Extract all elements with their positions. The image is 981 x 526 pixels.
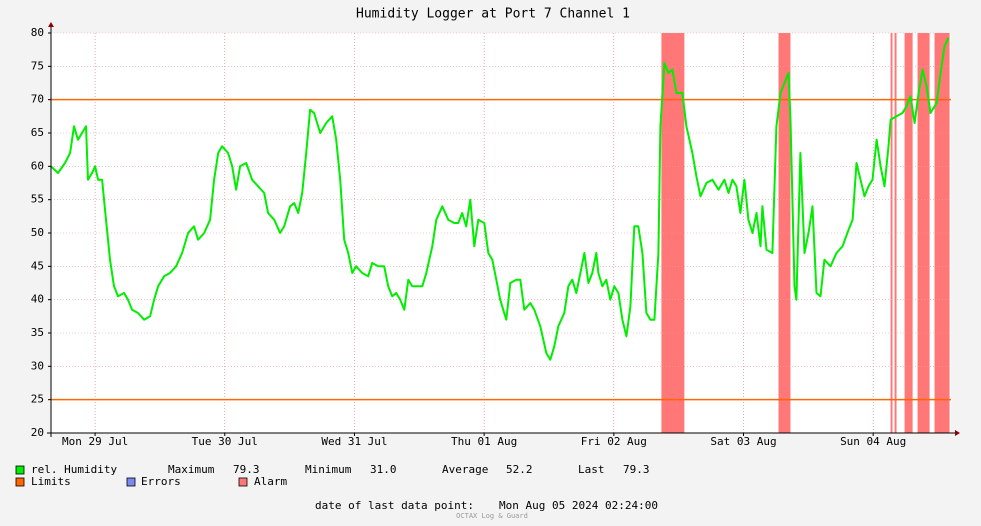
- y-tick-label: 70: [31, 93, 44, 106]
- humidity-line: [50, 37, 950, 361]
- y-arrow: [48, 22, 54, 27]
- y-tick-label: 45: [31, 259, 44, 272]
- legend-swatch: [238, 477, 248, 487]
- stat-value: 79.3: [233, 463, 260, 476]
- stat-label: Last: [578, 463, 605, 476]
- y-tick-label: 30: [31, 359, 44, 372]
- y-tick-label: 60: [31, 159, 44, 172]
- y-tick-label: 25: [31, 393, 44, 406]
- x-tick-label: Sat 03 Aug: [710, 435, 776, 448]
- x-tick-label: Sun 04 Aug: [840, 435, 906, 448]
- legend-label: rel. Humidity: [31, 463, 117, 476]
- x-arrow: [955, 430, 960, 436]
- stat-label: Average: [442, 463, 488, 476]
- legend-label: Alarm: [254, 475, 287, 488]
- x-tick-label: Wed 31 Jul: [321, 435, 387, 448]
- x-tick-label: Fri 02 Aug: [581, 435, 647, 448]
- y-tick-label: 20: [31, 426, 44, 439]
- x-tick-label: Thu 01 Aug: [451, 435, 517, 448]
- alarm-band: [894, 33, 897, 433]
- stat-value: 52.2: [506, 463, 533, 476]
- y-tick-label: 35: [31, 326, 44, 339]
- chart-title: Humidity Logger at Port 7 Channel 1: [356, 7, 630, 22]
- stat-label: Minimum: [305, 463, 352, 476]
- x-tick-label: Tue 30 Jul: [192, 435, 258, 448]
- y-tick-label: 55: [31, 193, 44, 206]
- alarm-band: [778, 33, 791, 433]
- legend-label: Limits: [31, 475, 71, 488]
- legend-swatch: [15, 465, 25, 475]
- y-tick-label: 75: [31, 59, 44, 72]
- footer-value: Mon Aug 05 2024 02:24:00: [499, 499, 658, 512]
- plot: 20 25 30 35 40 45 50 55 60 65 70 75 80 Mon 29 Jul Tue …: [31, 22, 960, 448]
- watermark: OCTAX Log & Guard: [456, 512, 528, 520]
- stat-label: Maximum: [168, 463, 215, 476]
- legend-swatch: [15, 477, 25, 487]
- y-tick-label: 65: [31, 126, 44, 139]
- y-tick-label: 40: [31, 293, 44, 306]
- x-tick-label: Mon 29 Jul: [62, 435, 128, 448]
- legend-label: Errors: [141, 475, 181, 488]
- stat-value: 31.0: [370, 463, 397, 476]
- stat-value: 79.3: [623, 463, 650, 476]
- y-tick-label: 50: [31, 226, 44, 239]
- legend-swatch: [126, 477, 136, 487]
- alarm-band: [917, 33, 930, 433]
- alarm-band: [904, 33, 913, 433]
- footer-label: date of last data point:: [315, 499, 474, 512]
- y-tick-label: 80: [31, 26, 44, 39]
